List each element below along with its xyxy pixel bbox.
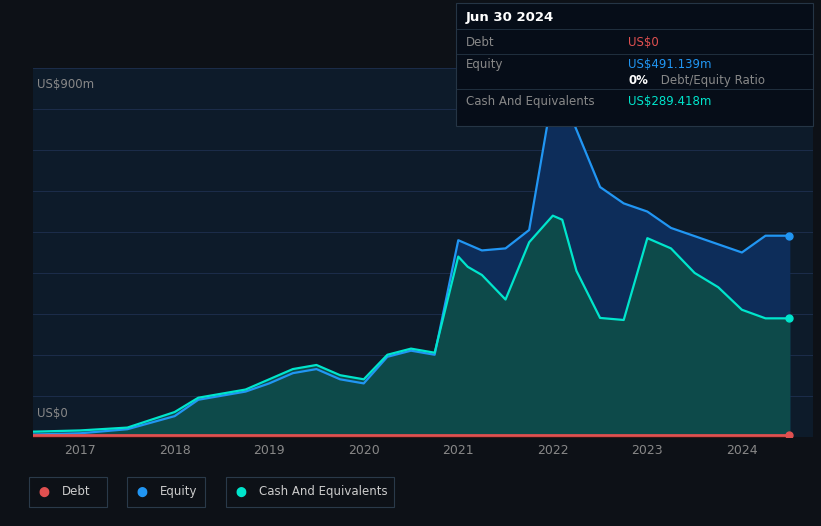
Text: US$0: US$0 bbox=[37, 407, 67, 420]
Text: Cash And Equivalents: Cash And Equivalents bbox=[259, 485, 388, 498]
Text: US$900m: US$900m bbox=[37, 77, 94, 90]
Text: Debt: Debt bbox=[466, 36, 494, 48]
Text: US$491.139m: US$491.139m bbox=[628, 58, 712, 71]
Text: Debt: Debt bbox=[62, 485, 90, 498]
Text: Jun 30 2024: Jun 30 2024 bbox=[466, 11, 553, 24]
Text: Equity: Equity bbox=[160, 485, 198, 498]
Text: ⬤: ⬤ bbox=[38, 487, 49, 497]
Text: Equity: Equity bbox=[466, 58, 503, 71]
Text: ⬤: ⬤ bbox=[235, 487, 246, 497]
Text: ⬤: ⬤ bbox=[136, 487, 148, 497]
Text: US$0: US$0 bbox=[628, 36, 658, 48]
Text: US$289.418m: US$289.418m bbox=[628, 95, 712, 108]
Text: Debt/Equity Ratio: Debt/Equity Ratio bbox=[657, 74, 765, 87]
Text: Cash And Equivalents: Cash And Equivalents bbox=[466, 95, 594, 108]
Text: 0%: 0% bbox=[628, 74, 648, 87]
